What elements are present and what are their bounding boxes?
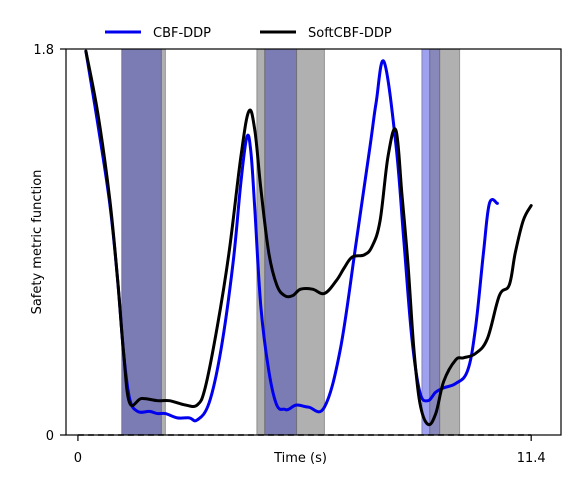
y-tick-label: 1.8 [33, 43, 54, 58]
shaded-regions [121, 49, 461, 435]
legend-label-2: SoftCBF-DDP [308, 26, 392, 41]
shaded-region-6 [421, 49, 430, 435]
legend-label-1: CBF-DDP [153, 26, 211, 41]
shaded-region-7 [429, 49, 440, 435]
plot-frame [65, 48, 562, 436]
shaded-region-2 [161, 49, 166, 435]
axis-ticks: 0 11.4 0 1.8 [33, 43, 545, 466]
shaded-region-5 [296, 49, 325, 435]
series-line-softcbf-ddp [84, 49, 533, 427]
y-axis-label: Safety metric function [30, 170, 45, 315]
x-axis-label: Time (s) [273, 451, 327, 466]
plot-frame-border [65, 48, 562, 436]
y-tick-label: 0 [46, 429, 54, 444]
shaded-region-3 [256, 49, 265, 435]
x-tick-label: 11.4 [517, 451, 546, 466]
legend: CBF-DDP SoftCBF-DDP [105, 26, 392, 41]
shaded-region-1 [121, 49, 162, 435]
series-line-cbf-ddp [84, 49, 499, 423]
series-lines [84, 49, 533, 427]
x-tick-label: 0 [74, 451, 82, 466]
shaded-region-8 [439, 49, 460, 435]
